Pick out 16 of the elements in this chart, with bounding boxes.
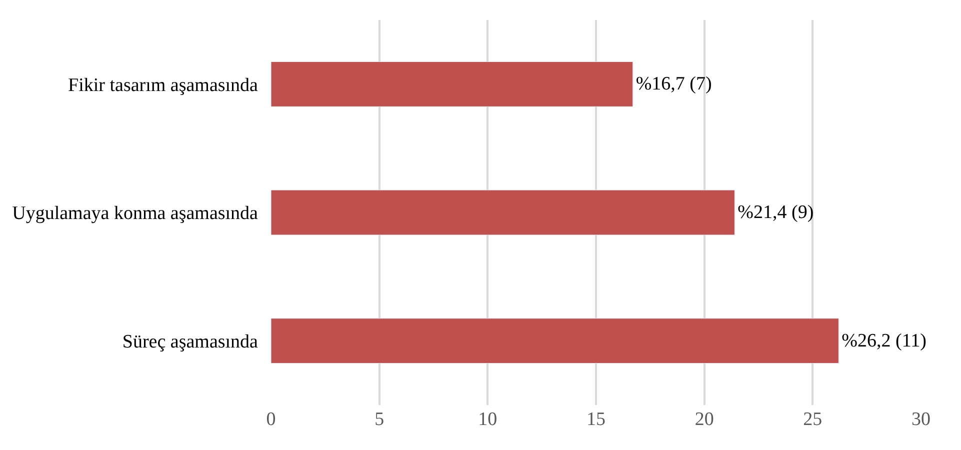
- x-tick-label: 25: [803, 409, 822, 430]
- y-tick-label: Süreç aşamasında: [122, 331, 259, 352]
- x-tick-label: 15: [586, 409, 606, 430]
- x-tick-label: 20: [694, 409, 714, 430]
- data-label: %21,4 (9): [738, 202, 814, 223]
- bar: [271, 190, 735, 236]
- bar: [271, 61, 634, 107]
- x-tick-label: 30: [912, 409, 930, 430]
- x-tick-label: 0: [266, 409, 276, 430]
- y-tick-label: Fikir tasarım aşamasında: [68, 74, 259, 96]
- x-tick-label: 5: [374, 409, 384, 430]
- data-label: %16,7 (7): [636, 74, 712, 95]
- bar: [271, 318, 839, 364]
- y-tick-label: Uygulamaya konma aşamasında: [12, 203, 259, 224]
- x-tick-label: 10: [478, 409, 498, 430]
- data-label: %26,2 (11): [842, 330, 926, 352]
